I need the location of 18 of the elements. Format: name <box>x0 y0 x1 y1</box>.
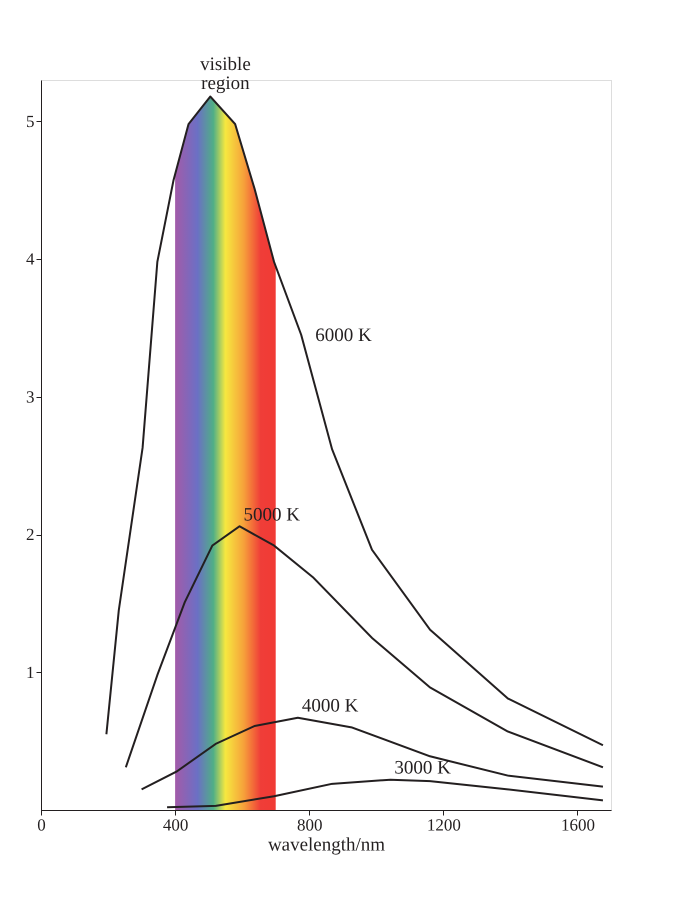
x-axis-title: wavelength/nm <box>268 834 386 856</box>
series-label: 3000 K <box>394 758 452 779</box>
x-tick-label: 800 <box>296 816 322 834</box>
line-series <box>140 716 604 790</box>
line-series <box>166 778 604 808</box>
y-tick-label: 1 <box>26 662 34 682</box>
y-tick-label: 5 <box>26 112 34 131</box>
y-tick-label: 4 <box>26 250 35 269</box>
x-tick-label: 1200 <box>426 816 461 834</box>
line-series <box>105 96 604 746</box>
series-label: 6000 K <box>315 324 372 346</box>
x-tick-label: 400 <box>162 816 188 834</box>
band-label: visible region <box>200 54 251 94</box>
y-tick-label: 2 <box>26 525 34 544</box>
series-label: 4000 K <box>302 696 359 717</box>
y-tick-label: 3 <box>26 387 34 406</box>
x-tick-label: 1600 <box>560 816 595 834</box>
x-tick-label: 0 <box>37 816 46 834</box>
